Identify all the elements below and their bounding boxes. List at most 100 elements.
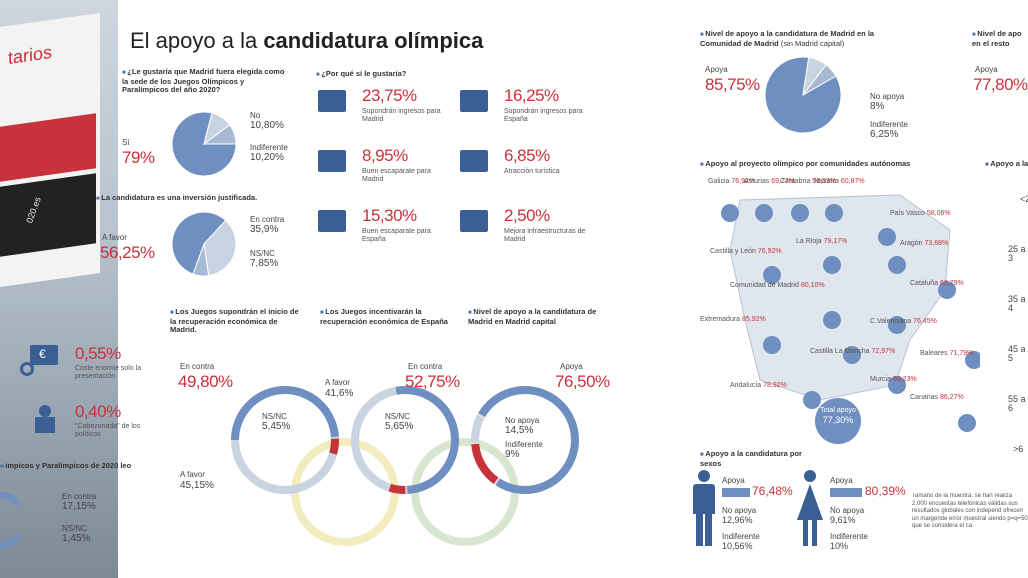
why-label: Supondrán ingresos para Madrid	[362, 108, 441, 123]
region-label: Comunidad de Madrid 80,10%	[730, 282, 825, 289]
comunidad-question: Nivel de apoyo a la candidatura de Madri…	[700, 29, 875, 48]
men-indif-label: Indiferente	[722, 532, 760, 541]
methodology-note: Tamaño de la muestra: se han realiza 2.0…	[912, 493, 1028, 529]
region-label: Extremadura 85,92%	[700, 316, 766, 323]
money-icon	[460, 90, 488, 112]
men-indif-value: 10,56%	[722, 541, 753, 551]
region-dot	[888, 316, 906, 334]
ringarc3-arc-1	[471, 443, 499, 485]
page-title: El apoyo a la candidatura olímpica	[130, 28, 484, 53]
region-dot	[938, 281, 956, 299]
r2-contra-label: En contra	[408, 362, 443, 371]
women-indif-label: Indiferente	[830, 532, 868, 541]
region-dot	[843, 346, 861, 364]
r3-question: Nivel de apoyo a la candidatura de Madri…	[468, 307, 598, 326]
region-dot	[721, 204, 739, 222]
r1-contra-value: 49,80%	[178, 372, 233, 391]
euro-icon: €	[30, 345, 58, 365]
comunidad-pie-slices	[764, 56, 842, 134]
region-label: País Vasco 58,06%	[890, 210, 951, 217]
r2-favor-label: A favor	[325, 378, 350, 387]
region-label: Cataluña 62,79%	[910, 280, 964, 287]
region-label: Murcia 69,23%	[870, 376, 917, 383]
ringarc2-arc-2	[388, 483, 406, 494]
men-noapoya-value: 12,96%	[722, 515, 753, 525]
r3-apoya-label: Apoya	[560, 362, 583, 371]
olympic-rings	[231, 386, 579, 546]
r1-nsnc-label: NS/NC	[262, 412, 287, 421]
r2-nsnc-value: 5,65%	[385, 421, 414, 432]
men-noapoya-label: No apoya	[722, 506, 757, 515]
thumbs-up-icon	[318, 150, 346, 172]
pie2-slice-2	[192, 243, 210, 277]
pie2-slice-1	[203, 219, 237, 277]
pie2-slice-0	[171, 211, 227, 275]
why-value: 8,95%	[362, 146, 408, 165]
q1-pie-slices	[171, 111, 237, 177]
age-group-label: 25 a 3	[1008, 244, 1026, 263]
age-group-label: >6	[1013, 444, 1024, 454]
camera-icon	[460, 150, 488, 172]
why-label: Buen escaparate para España	[362, 228, 431, 243]
com-indif-label: Indiferente	[870, 120, 908, 129]
age-group-label: <2	[1020, 194, 1028, 204]
age-group-label: 55 a 6	[1008, 394, 1026, 413]
r1-contra-label: En contra	[180, 362, 215, 371]
age-group-label: 45 a 5	[1008, 344, 1026, 363]
cabez-value: 0,40%	[75, 402, 121, 421]
men-apoya-value: 76,48%	[752, 484, 793, 498]
q2-pie-slices	[171, 211, 237, 277]
why-label: Buen escaparate para Madrid	[362, 168, 431, 183]
women-apoya-value: 80,39%	[865, 484, 906, 498]
ring3-arcs	[471, 386, 579, 494]
q2-favor-label: A favor	[102, 233, 127, 242]
why-label: Atracción turística	[504, 168, 560, 175]
region-label: C.Valenciana 76,45%	[870, 318, 937, 325]
region-dot	[965, 351, 980, 369]
q2-pie	[171, 211, 237, 277]
left-bottom-title: impicos y Paralímpicos de 2020 leo	[0, 461, 140, 472]
pie3-slice-0	[764, 56, 842, 134]
region-label: Asturias 69,77%	[744, 178, 795, 185]
q2-contra-label: En contra	[250, 215, 285, 224]
com-apoya-label: Apoya	[705, 65, 728, 74]
ring1-arcs	[231, 386, 339, 494]
ringarc3-arc-0	[478, 386, 579, 494]
why-label: Supondrán ingresos para España	[504, 108, 583, 123]
why-label: Mejora infraestructuras de Madrid	[504, 228, 586, 243]
region-label: Galicia 76,92%	[708, 178, 756, 185]
resto-question: Nivel de apo en el resto	[972, 30, 1028, 48]
r3-noapoya-label: No apoya	[505, 416, 540, 425]
r1-favor-label: A favor	[180, 470, 205, 479]
why-value: 23,75%	[362, 86, 417, 105]
region-label: Canarias 86,27%	[910, 394, 964, 401]
lb-contra-value: 17,15%	[62, 501, 96, 512]
resto-apoya-value: 77,80%	[973, 75, 1028, 94]
why-value: 16,25%	[504, 86, 559, 105]
women-noapoya-label: No apoya	[830, 506, 865, 515]
ring-5	[411, 438, 519, 546]
r3-indif-value: 9%	[505, 449, 520, 460]
ring-4	[291, 438, 399, 546]
region-dot	[803, 391, 821, 409]
pie1-slice-2	[202, 124, 237, 145]
region-label: Baleares 71,79%	[920, 350, 974, 357]
r2-question: Los Juegos incentivarán la recuperación …	[320, 307, 450, 326]
region-label: Castilla La Mancha 72,97%	[810, 348, 896, 355]
ringarc1-arc-1	[329, 438, 339, 455]
spain-map	[721, 194, 980, 432]
background-photo: tarios 020.es	[0, 0, 118, 578]
ring2-arcs	[351, 386, 459, 494]
r1-favor-value: 45,15%	[180, 480, 214, 491]
men-apoya-label: Apoya	[722, 476, 745, 485]
thumbs-up-icon	[318, 210, 346, 232]
com-apoya-value: 85,75%	[705, 75, 760, 94]
r2-nsnc-label: NS/NC	[385, 412, 410, 421]
r1-nsnc-value: 5,45%	[262, 421, 291, 432]
age-group-label: 35 a 4	[1008, 294, 1026, 313]
r2-contra-value: 52,75%	[405, 372, 460, 391]
man-icon	[690, 470, 718, 550]
ringarc1-arc-2	[231, 441, 337, 494]
women-noapoya-value: 9,61%	[830, 515, 856, 525]
pie3-slice-2	[802, 64, 837, 96]
